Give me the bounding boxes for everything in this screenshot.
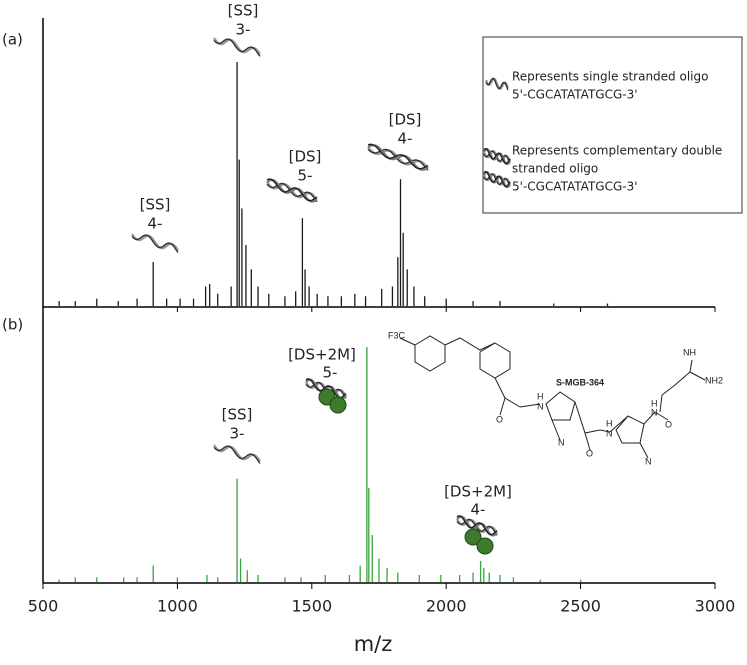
dna-strand xyxy=(213,37,261,55)
x-tick-label: 2500 xyxy=(560,597,601,616)
legend-text: stranded oligo xyxy=(512,162,598,176)
atom-label: NH2 xyxy=(705,375,723,385)
dna-strand xyxy=(367,148,429,171)
dna-strand xyxy=(483,148,511,165)
atom-label: N xyxy=(558,437,565,447)
peak-label: [SS] xyxy=(222,406,253,424)
ligand xyxy=(476,537,494,555)
dna-strand xyxy=(483,173,511,187)
peak-label: [SS] xyxy=(140,196,171,214)
dna-icon xyxy=(456,515,498,555)
dna-strand xyxy=(213,38,261,57)
dna-strand xyxy=(213,444,261,462)
dna-strand xyxy=(367,143,429,170)
dna-icon xyxy=(266,178,318,203)
legend-box xyxy=(482,36,743,214)
peak-label: 4- xyxy=(148,215,163,233)
atom-label: O xyxy=(586,448,593,458)
atom-label: F3C xyxy=(388,330,406,340)
ligand xyxy=(464,528,482,546)
peak-label: [DS] xyxy=(289,148,322,166)
dna-strand xyxy=(456,515,498,536)
dna-icon xyxy=(367,143,429,171)
dna-icon xyxy=(484,77,510,91)
atom-label: H xyxy=(651,398,658,408)
dna-strand xyxy=(131,233,179,251)
atom-label: N xyxy=(645,456,652,466)
atom-label: O xyxy=(665,419,672,429)
atom-label: N xyxy=(606,428,613,438)
peak-label: 4- xyxy=(398,130,413,148)
legend-text: Represents complementary double xyxy=(512,144,722,158)
peak-label: 4- xyxy=(471,501,486,519)
x-tick-label: 500 xyxy=(28,597,59,616)
peak-label: [DS+2M] xyxy=(288,346,356,364)
dna-strand xyxy=(266,178,318,202)
peak-label: 3- xyxy=(230,425,245,443)
dna-icon xyxy=(213,444,261,464)
atom-label: N xyxy=(537,401,544,411)
dna-icon xyxy=(213,37,261,57)
x-tick-label: 2000 xyxy=(426,597,467,616)
dna-icon xyxy=(131,233,179,253)
x-tick-label: 1000 xyxy=(157,597,198,616)
panel-label: (a) xyxy=(2,31,23,49)
dna-icon xyxy=(482,171,512,189)
chemical-structure: F3C S-MGB-364 NH NH2 H N O N H N O N H N… xyxy=(388,330,723,466)
atom-label: H xyxy=(537,391,544,401)
x-tick-label: 1500 xyxy=(291,597,332,616)
dna-strand xyxy=(483,171,511,188)
atom-label: NH xyxy=(683,347,696,357)
dna-strand xyxy=(367,144,429,171)
peak-label: [DS] xyxy=(389,111,422,129)
atom-label: O xyxy=(496,414,503,424)
compound-name: S-MGB-364 xyxy=(556,377,604,387)
dna-icon xyxy=(305,378,347,414)
atom-label: H xyxy=(606,418,613,428)
peak-label: [SS] xyxy=(228,2,259,20)
legend-text: 5'-CGCATATATGCG-3' xyxy=(512,88,638,102)
atom-label: N xyxy=(651,407,658,417)
dna-icon xyxy=(482,148,512,166)
dna-strand xyxy=(266,182,318,203)
peak-label: [DS+2M] xyxy=(444,483,512,501)
x-axis-label: m/z xyxy=(354,632,393,656)
panel-label: (b) xyxy=(2,316,23,334)
peak-label: 5- xyxy=(298,167,313,185)
dna-strand xyxy=(213,445,261,464)
legend-text: 5'-CGCATATATGCG-3' xyxy=(512,180,638,194)
ligand xyxy=(329,396,347,414)
dna-strand xyxy=(485,77,509,91)
peak-label: 5- xyxy=(323,364,338,382)
x-tick-label: 3000 xyxy=(695,597,736,616)
dna-strand xyxy=(483,150,511,164)
legend-text: Represents single stranded oligo xyxy=(512,70,708,84)
dna-strand xyxy=(131,234,179,253)
peak-label: 3- xyxy=(236,21,251,39)
dna-strand xyxy=(456,518,498,536)
